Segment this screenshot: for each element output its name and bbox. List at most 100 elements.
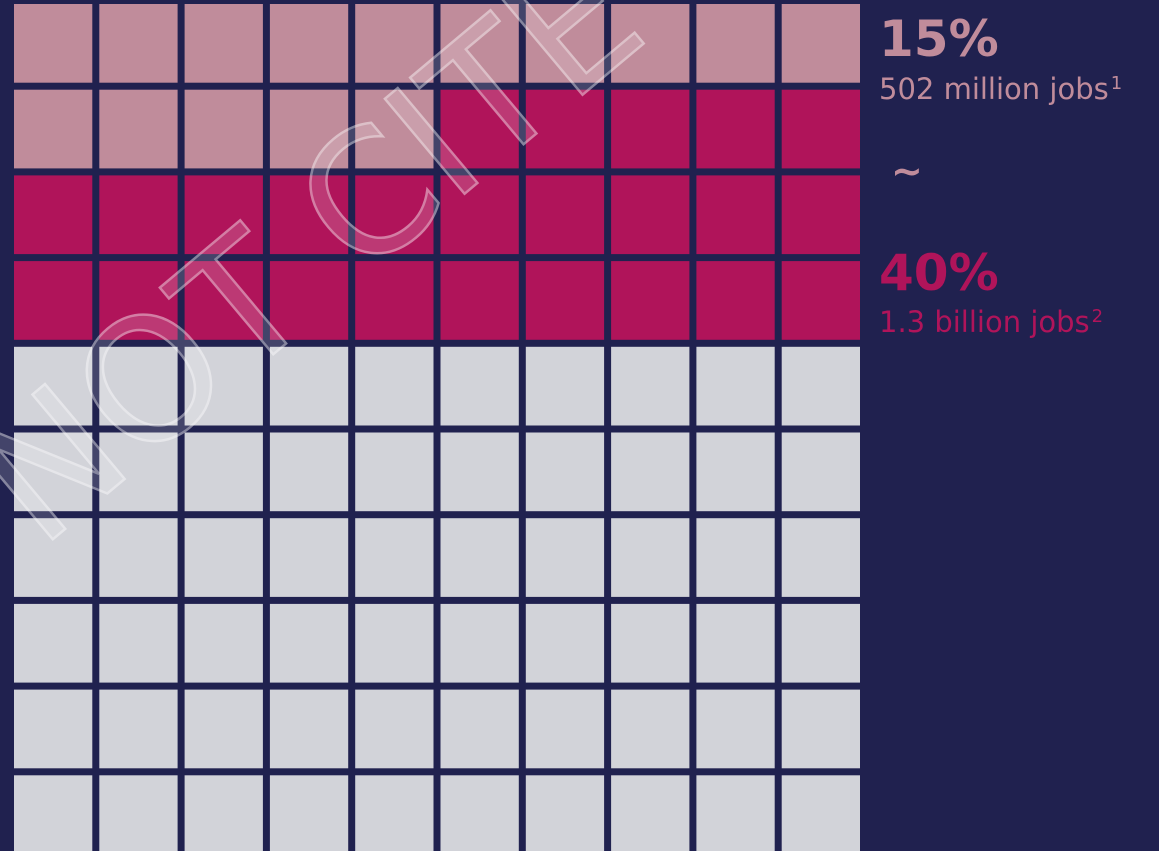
waffle-cell-83 bbox=[184, 689, 263, 769]
waffle-cell-16 bbox=[440, 89, 519, 169]
high-detail-text: 1.3 billion jobs bbox=[879, 305, 1090, 339]
waffle-cell-49 bbox=[696, 346, 775, 426]
waffle-cell-7 bbox=[525, 4, 605, 83]
waffle-cell-54 bbox=[269, 432, 349, 512]
waffle-cell-29 bbox=[696, 175, 775, 255]
waffle-cell-43 bbox=[184, 346, 263, 426]
low-detail-text: 502 million jobs bbox=[879, 72, 1109, 106]
waffle-cell-28 bbox=[611, 175, 690, 255]
waffle-cell-68 bbox=[611, 518, 690, 597]
waffle-cell-86 bbox=[440, 689, 519, 769]
waffle-cell-44 bbox=[269, 346, 349, 426]
waffle-cell-88 bbox=[611, 689, 690, 769]
waffle-cell-81 bbox=[14, 689, 93, 769]
waffle-cell-92 bbox=[99, 775, 178, 851]
waffle-cell-55 bbox=[355, 432, 434, 512]
waffle-cell-32 bbox=[99, 261, 178, 340]
waffle-cell-70 bbox=[781, 518, 860, 597]
waffle-cell-2 bbox=[99, 4, 178, 83]
low-footnote: 1 bbox=[1110, 73, 1123, 94]
waffle-cell-1 bbox=[14, 4, 93, 83]
waffle-cell-4 bbox=[269, 4, 349, 83]
waffle-cell-22 bbox=[99, 175, 178, 255]
waffle-cell-61 bbox=[14, 518, 93, 597]
waffle-cell-65 bbox=[355, 518, 434, 597]
waffle-cell-20 bbox=[781, 89, 860, 169]
waffle-cell-53 bbox=[184, 432, 263, 512]
waffle-cell-23 bbox=[184, 175, 263, 255]
waffle-cell-37 bbox=[525, 261, 605, 340]
waffle-cell-47 bbox=[525, 346, 605, 426]
waffle-cell-9 bbox=[696, 4, 775, 83]
waffle-cell-66 bbox=[440, 518, 519, 597]
high-percent-label: 40% bbox=[879, 244, 999, 302]
high-footnote: 2 bbox=[1091, 306, 1104, 327]
waffle-cell-97 bbox=[525, 775, 605, 851]
waffle-cell-60 bbox=[781, 432, 860, 512]
low-detail-label: 502 million jobs 1 bbox=[879, 75, 1122, 104]
waffle-cell-75 bbox=[355, 603, 434, 683]
waffle-cell-13 bbox=[184, 89, 263, 169]
waffle-cell-72 bbox=[99, 603, 178, 683]
waffle-cell-40 bbox=[781, 261, 860, 340]
waffle-cell-25 bbox=[355, 175, 434, 255]
waffle-cell-78 bbox=[611, 603, 690, 683]
high-detail-label: 1.3 billion jobs 2 bbox=[879, 308, 1103, 337]
waffle-cell-24 bbox=[269, 175, 349, 255]
waffle-cell-33 bbox=[184, 261, 263, 340]
waffle-cell-50 bbox=[781, 346, 860, 426]
waffle-cell-95 bbox=[355, 775, 434, 851]
waffle-cell-73 bbox=[184, 603, 263, 683]
waffle-cell-62 bbox=[99, 518, 178, 597]
waffle-cell-10 bbox=[781, 4, 860, 83]
waffle-cell-100 bbox=[781, 775, 860, 851]
waffle-cell-74 bbox=[269, 603, 349, 683]
waffle-cell-38 bbox=[611, 261, 690, 340]
waffle-cell-67 bbox=[525, 518, 605, 597]
waffle-cell-39 bbox=[696, 261, 775, 340]
waffle-cell-30 bbox=[781, 175, 860, 255]
waffle-cell-56 bbox=[440, 432, 519, 512]
waffle-cell-77 bbox=[525, 603, 605, 683]
waffle-cell-64 bbox=[269, 518, 349, 597]
waffle-cell-11 bbox=[14, 89, 93, 169]
waffle-cell-58 bbox=[611, 432, 690, 512]
waffle-cell-34 bbox=[269, 261, 349, 340]
waffle-cell-90 bbox=[781, 689, 860, 769]
waffle-cell-94 bbox=[269, 775, 349, 851]
waffle-cell-76 bbox=[440, 603, 519, 683]
waffle-cell-41 bbox=[14, 346, 93, 426]
waffle-cell-87 bbox=[525, 689, 605, 769]
waffle-cell-99 bbox=[696, 775, 775, 851]
waffle-cell-96 bbox=[440, 775, 519, 851]
waffle-chart bbox=[14, 4, 860, 851]
waffle-cell-80 bbox=[781, 603, 860, 683]
waffle-cell-17 bbox=[525, 89, 605, 169]
waffle-cell-26 bbox=[440, 175, 519, 255]
waffle-cell-12 bbox=[99, 89, 178, 169]
waffle-cell-71 bbox=[14, 603, 93, 683]
waffle-cell-6 bbox=[440, 4, 519, 83]
waffle-cell-31 bbox=[14, 261, 93, 340]
waffle-cell-57 bbox=[525, 432, 605, 512]
waffle-cell-19 bbox=[696, 89, 775, 169]
waffle-cell-36 bbox=[440, 261, 519, 340]
waffle-cell-45 bbox=[355, 346, 434, 426]
waffle-cell-69 bbox=[696, 518, 775, 597]
waffle-cell-8 bbox=[611, 4, 690, 83]
waffle-cell-84 bbox=[269, 689, 349, 769]
waffle-cell-91 bbox=[14, 775, 93, 851]
approx-separator: ~ bbox=[891, 149, 923, 193]
waffle-cell-82 bbox=[99, 689, 178, 769]
waffle-cell-5 bbox=[355, 4, 434, 83]
waffle-cell-35 bbox=[355, 261, 434, 340]
waffle-cell-89 bbox=[696, 689, 775, 769]
waffle-cell-59 bbox=[696, 432, 775, 512]
waffle-cell-48 bbox=[611, 346, 690, 426]
waffle-cell-93 bbox=[184, 775, 263, 851]
waffle-cell-98 bbox=[611, 775, 690, 851]
waffle-cell-14 bbox=[269, 89, 349, 169]
waffle-cell-52 bbox=[99, 432, 178, 512]
waffle-cell-51 bbox=[14, 432, 93, 512]
